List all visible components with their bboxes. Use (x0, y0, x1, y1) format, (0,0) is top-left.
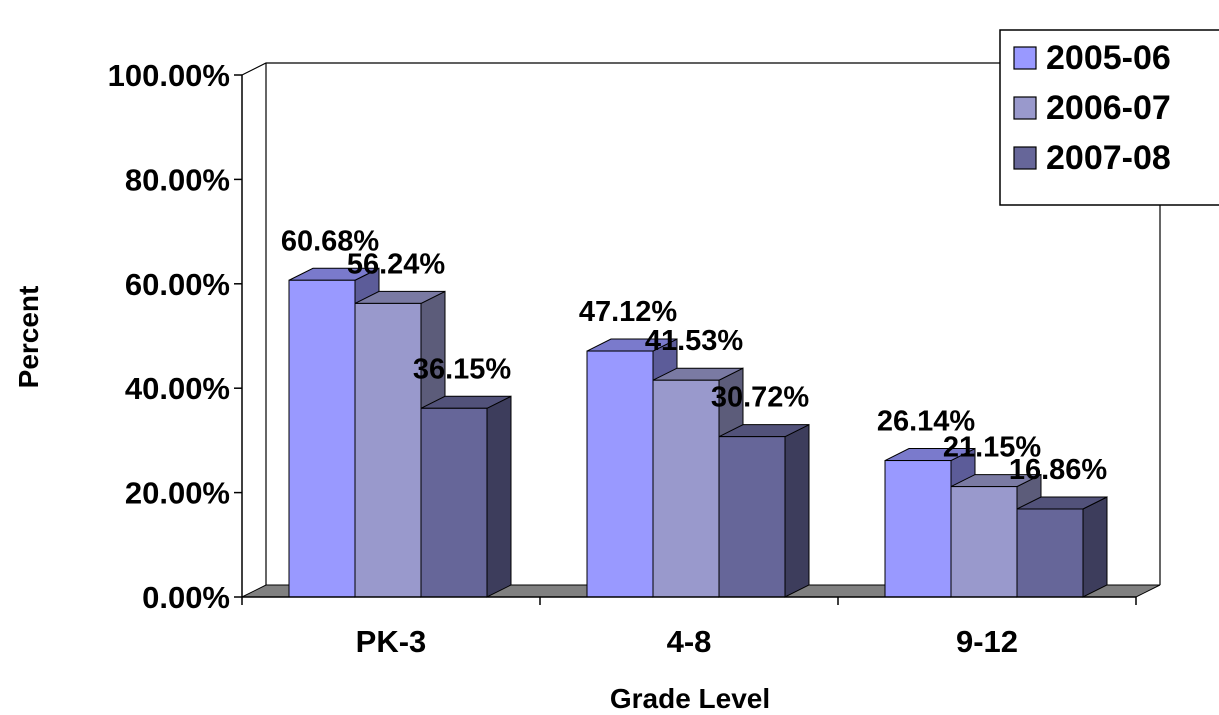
data-label: 56.24% (347, 248, 446, 280)
bar-front (354, 302, 422, 598)
bar (1016, 496, 1108, 598)
bar-front (288, 279, 356, 598)
y-tick-label: 80.00% (125, 162, 230, 197)
legend-swatch (1013, 146, 1037, 170)
x-tick-label: 9-12 (956, 624, 1018, 659)
bar-front (950, 486, 1018, 598)
bar-front (420, 407, 488, 598)
data-label: 26.14% (877, 406, 976, 438)
bar-front (586, 350, 654, 598)
x-tick-label: PK-3 (356, 624, 427, 659)
bar-side (1082, 496, 1108, 598)
back-wall-outline (241, 62, 1161, 585)
bar-side (784, 423, 810, 598)
legend-label: 2006-07 (1046, 89, 1171, 127)
data-label: 21.15% (943, 432, 1042, 464)
y-tick-label: 20.00% (125, 476, 230, 511)
legend-swatch (1013, 46, 1037, 70)
y-tick-label: 40.00% (125, 371, 230, 406)
bar-front (718, 436, 786, 598)
bar-side (486, 395, 512, 598)
legend-label: 2005-06 (1046, 39, 1171, 77)
bar-front (652, 379, 720, 598)
bar-front (1016, 508, 1084, 598)
data-labels: 60.68%56.24% 36.15% 47.12%41.53% 30.72% 26.1… (281, 225, 1108, 486)
legend-label: 2007-08 (1046, 139, 1171, 177)
data-label: 36.15% (413, 353, 512, 385)
bar (718, 423, 810, 598)
bars (288, 267, 1108, 598)
y-tick-label: 60.00% (125, 267, 230, 302)
legend: 2005-06 2006-07 2007-08 (999, 29, 1219, 206)
legend-swatch (1013, 96, 1037, 120)
y-tick-label: 0.00% (142, 580, 230, 615)
data-label: 47.12% (579, 296, 678, 328)
data-label: 30.72% (711, 382, 810, 414)
y-axis-title: Percent (13, 286, 44, 389)
x-tick-label: 4-8 (667, 624, 712, 659)
bar-front (884, 460, 952, 598)
data-label: 60.68% (281, 225, 380, 257)
y-tick-label: 100.00% (108, 58, 230, 93)
bar (420, 395, 512, 598)
y-axis: 0.00% 20.00% 40.00% 60.00% 80.00% 100.00% (108, 58, 243, 615)
x-axis-title: Grade Level (610, 683, 770, 714)
data-label: 16.86% (1009, 454, 1108, 486)
data-label: 41.53% (645, 325, 744, 357)
x-axis: PK-3 4-8 9-12 (241, 596, 1137, 659)
